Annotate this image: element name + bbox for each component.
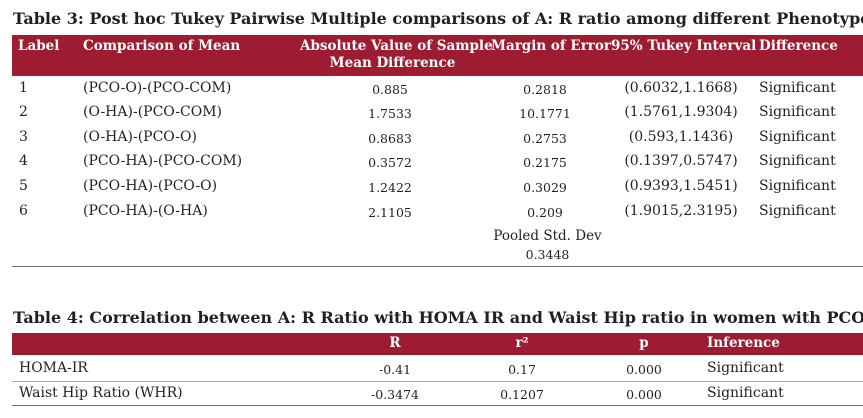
table3-row3-abs: 0.8683 bbox=[368, 131, 412, 146]
table3-row1-difference: Significant bbox=[759, 80, 836, 96]
table3-bottom-rule bbox=[12, 266, 863, 267]
table3-row5-margin: 0.3029 bbox=[523, 180, 567, 195]
table3-row6-label: 6 bbox=[19, 203, 28, 219]
table3-row6-comparison: (PCO-HA)-(O-HA) bbox=[83, 203, 208, 219]
table4-row1-name: HOMA-IR bbox=[19, 360, 88, 376]
table4-header-bar bbox=[12, 333, 863, 355]
table3-row2-comparison: (O-HA)-(PCO-COM) bbox=[83, 104, 222, 120]
table3-row2-margin: 10.1771 bbox=[519, 106, 571, 121]
table3-row3-interval: (0.593,1.1436) bbox=[628, 129, 734, 145]
table3-title: Table 3: Post hoc Tukey Pairwise Multipl… bbox=[13, 9, 863, 28]
table3-row1-abs: 0.885 bbox=[372, 82, 408, 97]
table3-row1-label: 1 bbox=[19, 80, 28, 96]
table3-row3-label: 3 bbox=[19, 129, 28, 145]
table4-row1-inference: Significant bbox=[707, 360, 784, 376]
table3-row4-abs: 0.3572 bbox=[368, 155, 412, 170]
table3-header-abs-line1: Absolute Value of Sample bbox=[300, 38, 493, 54]
table4-row2-r: -0.3474 bbox=[371, 387, 419, 402]
table3-pooled-value: 0.3448 bbox=[525, 247, 570, 262]
table3-row2-abs: 1.7533 bbox=[368, 106, 412, 121]
table4-row2-name: Waist Hip Ratio (WHR) bbox=[19, 385, 183, 401]
table4-row1-r2: 0.17 bbox=[508, 362, 536, 377]
table3-pooled-label: Pooled Std. Dev bbox=[493, 228, 602, 244]
table3-header-bar bbox=[12, 35, 863, 76]
table3-row3-margin: 0.2753 bbox=[523, 131, 567, 146]
table3-row4-interval: (0.1397,0.5747) bbox=[624, 153, 738, 169]
table4-header-inference: Inference bbox=[707, 335, 780, 351]
table3-header-margin: Margin of Error bbox=[491, 38, 612, 54]
table4-title: Table 4: Correlation between A: R Ratio … bbox=[13, 308, 863, 327]
table3-row6-margin: 0.209 bbox=[527, 205, 563, 220]
table3-row2-interval: (1.5761,1.9304) bbox=[624, 104, 738, 120]
table3-row3-comparison: (O-HA)-(PCO-O) bbox=[83, 129, 197, 145]
table4-row-divider bbox=[12, 381, 863, 382]
table4-row2-inference: Significant bbox=[707, 385, 784, 401]
table3-row5-comparison: (PCO-HA)-(PCO-O) bbox=[83, 178, 218, 194]
table3-row1-interval: (0.6032,1.1668) bbox=[624, 80, 738, 96]
table3-header-label: Label bbox=[18, 38, 60, 54]
table3-row2-label: 2 bbox=[19, 104, 28, 120]
table3-row5-label: 5 bbox=[19, 178, 28, 194]
table3-row5-difference: Significant bbox=[759, 178, 836, 194]
table3-row1-comparison: (PCO-O)-(PCO-COM) bbox=[83, 80, 232, 96]
table3-header-difference: Difference bbox=[759, 38, 838, 54]
table3-header-comparison: Comparison of Mean bbox=[83, 38, 241, 54]
table3-row5-interval: (0.9393,1.5451) bbox=[624, 178, 738, 194]
table3-row1-margin: 0.2818 bbox=[523, 82, 567, 97]
table3-row4-comparison: (PCO-HA)-(PCO-COM) bbox=[83, 153, 243, 169]
table3-row6-abs: 2.1105 bbox=[368, 205, 412, 220]
table3-row4-difference: Significant bbox=[759, 153, 836, 169]
table4-header-p: p bbox=[639, 335, 649, 351]
table4-header-r2: r² bbox=[515, 335, 529, 351]
table4-row1-p: 0.000 bbox=[626, 362, 662, 377]
table4-row2-p: 0.000 bbox=[626, 387, 662, 402]
table3-header-interval: 95% Tukey Interval bbox=[611, 38, 757, 54]
table3-row4-label: 4 bbox=[19, 153, 28, 169]
table3-row2-difference: Significant bbox=[759, 104, 836, 120]
table4-header-r: R bbox=[389, 335, 401, 351]
table3-row3-difference: Significant bbox=[759, 129, 836, 145]
table3-row6-difference: Significant bbox=[759, 203, 836, 219]
table3-row6-interval: (1.9015,2.3195) bbox=[624, 203, 738, 219]
table4-row1-r: -0.41 bbox=[378, 362, 412, 377]
table3-header-abs-line2: Mean Difference bbox=[329, 55, 456, 71]
table3-row4-margin: 0.2175 bbox=[523, 155, 567, 170]
table4-bottom-rule bbox=[12, 405, 863, 406]
table3-row5-abs: 1.2422 bbox=[368, 180, 412, 195]
table4-row2-r2: 0.1207 bbox=[500, 387, 544, 402]
